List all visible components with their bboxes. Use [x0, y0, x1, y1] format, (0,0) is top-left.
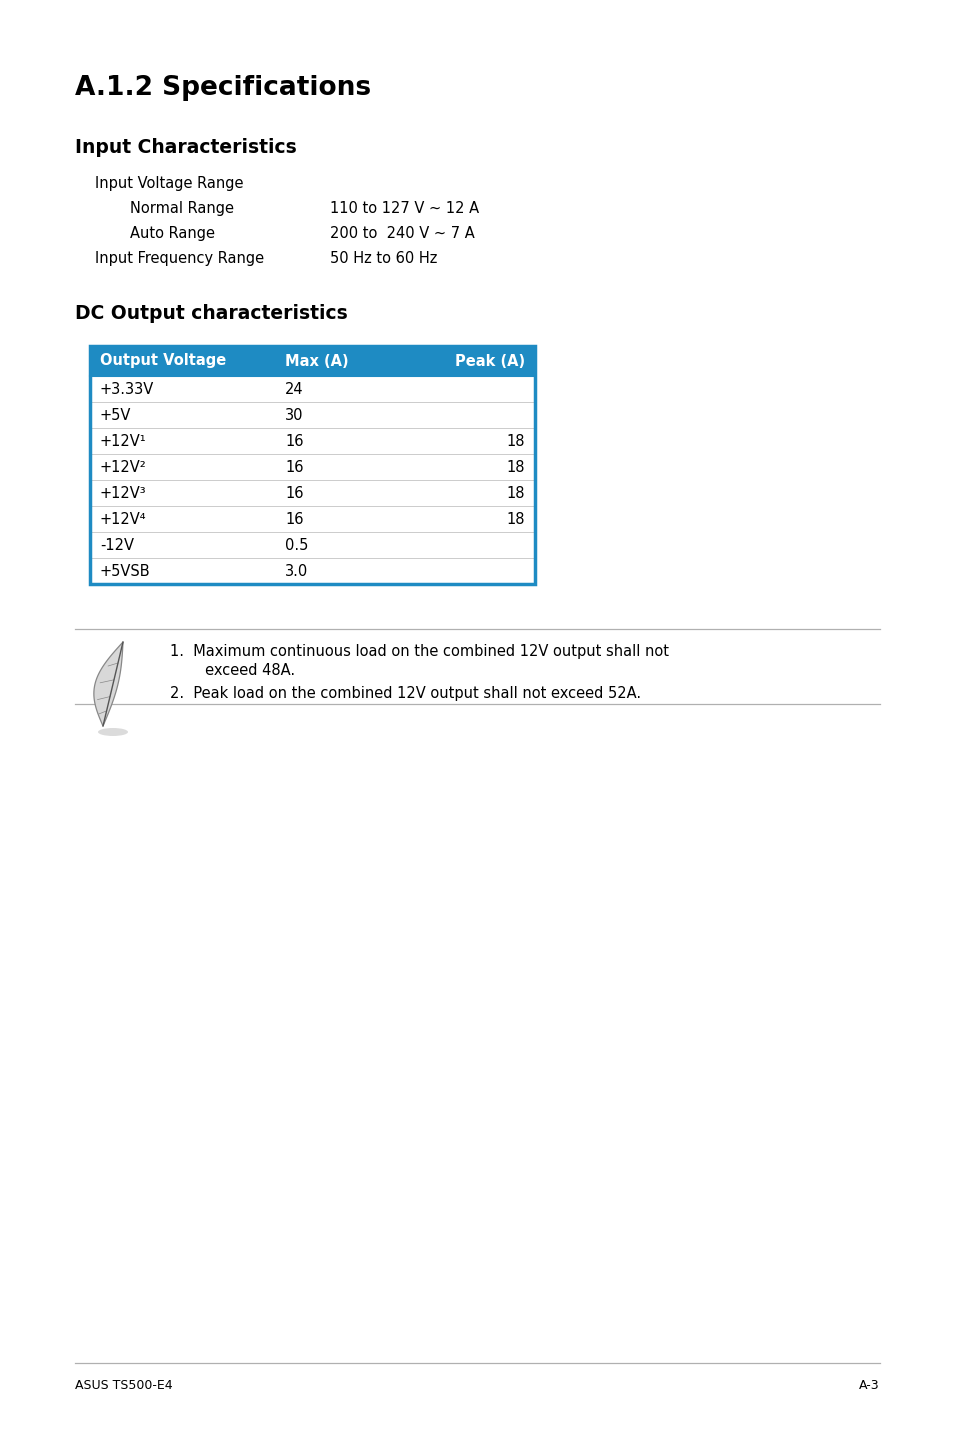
Text: 1.  Maximum continuous load on the combined 12V output shall not: 1. Maximum continuous load on the combin…	[170, 644, 668, 659]
Text: 16: 16	[285, 460, 303, 475]
Text: 16: 16	[285, 433, 303, 449]
Bar	[90, 347, 535, 584]
Text: -12V: -12V	[100, 538, 133, 552]
Text: 3.0: 3.0	[285, 564, 308, 578]
Text: 18: 18	[506, 512, 524, 526]
Bar	[90, 429, 535, 454]
Text: 18: 18	[506, 433, 524, 449]
Text: Input Frequency Range: Input Frequency Range	[95, 252, 264, 266]
Bar	[90, 558, 535, 584]
Text: 18: 18	[506, 460, 524, 475]
Text: 110 to 127 V ~ 12 A: 110 to 127 V ~ 12 A	[330, 201, 478, 216]
Text: +5V: +5V	[100, 407, 132, 423]
Text: 2.  Peak load on the combined 12V output shall not exceed 52A.: 2. Peak load on the combined 12V output …	[170, 686, 640, 700]
Text: 200 to  240 V ~ 7 A: 200 to 240 V ~ 7 A	[330, 226, 475, 242]
Text: 24: 24	[285, 381, 303, 397]
Text: +3.33V: +3.33V	[100, 381, 154, 397]
Text: DC Output characteristics: DC Output characteristics	[75, 303, 348, 324]
Bar	[90, 403, 535, 429]
Text: ASUS TS500-E4: ASUS TS500-E4	[75, 1379, 172, 1392]
Text: Peak (A): Peak (A)	[455, 354, 524, 368]
Bar	[90, 532, 535, 558]
Text: 30: 30	[285, 407, 303, 423]
Text: +12V¹: +12V¹	[100, 433, 147, 449]
Text: Input Voltage Range: Input Voltage Range	[95, 175, 243, 191]
Text: +5VSB: +5VSB	[100, 564, 151, 578]
Bar	[90, 480, 535, 506]
Text: 18: 18	[506, 486, 524, 500]
Text: 0.5: 0.5	[285, 538, 308, 552]
Text: Auto Range: Auto Range	[130, 226, 214, 242]
Text: +12V²: +12V²	[100, 460, 147, 475]
Text: Output Voltage: Output Voltage	[100, 354, 226, 368]
Bar	[90, 375, 535, 403]
Text: 16: 16	[285, 512, 303, 526]
Text: Input Characteristics: Input Characteristics	[75, 138, 296, 157]
Text: +12V³: +12V³	[100, 486, 147, 500]
Text: A.1.2 Specifications: A.1.2 Specifications	[75, 75, 371, 101]
Text: exceed 48A.: exceed 48A.	[182, 663, 294, 677]
Text: Normal Range: Normal Range	[130, 201, 233, 216]
Text: Max (A): Max (A)	[285, 354, 348, 368]
Ellipse shape	[98, 728, 128, 736]
Text: 16: 16	[285, 486, 303, 500]
Text: A-3: A-3	[859, 1379, 879, 1392]
Bar	[90, 506, 535, 532]
Text: +12V⁴: +12V⁴	[100, 512, 147, 526]
Bar	[90, 454, 535, 480]
Bar	[90, 347, 535, 375]
Text: 50 Hz to 60 Hz: 50 Hz to 60 Hz	[330, 252, 436, 266]
Polygon shape	[93, 641, 123, 726]
